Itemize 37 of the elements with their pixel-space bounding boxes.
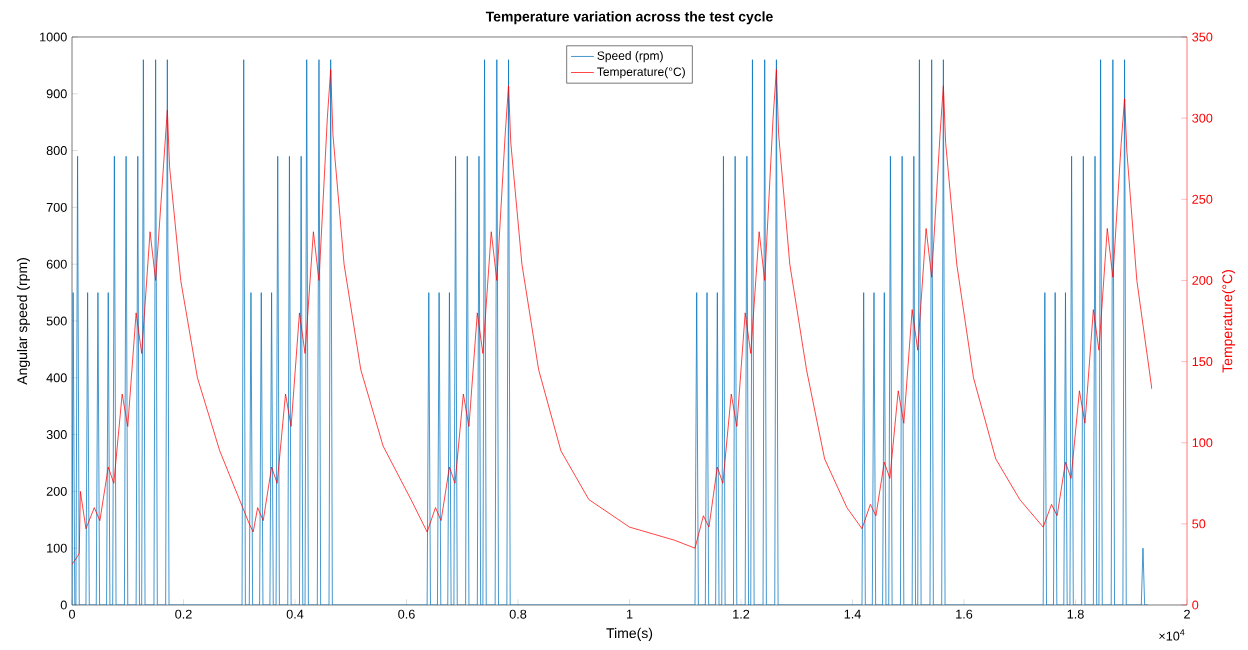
x-tick-label: 0.6	[398, 609, 415, 619]
y-tick-label: 400	[46, 373, 67, 383]
x-tick-label: 1.2	[733, 609, 750, 619]
x-tick-label: 2	[1184, 609, 1190, 619]
x-tick-label: 0.4	[286, 609, 304, 619]
y-tick-label: 800	[46, 146, 67, 156]
x-tick-label: 1.6	[956, 609, 973, 619]
text: ×10$^{4}$	[1159, 629, 1185, 641]
y2-tick-label: 50	[1192, 519, 1206, 529]
y-tick-label: 600	[46, 259, 67, 269]
x-tick-label: 0.2	[175, 609, 192, 619]
y2-tick-label: 250	[1192, 194, 1213, 204]
y2-tick-label: 150	[1192, 357, 1213, 367]
y2-tick-label: 300	[1192, 113, 1213, 123]
chart-title: Temperature variation across the test cycle	[485, 11, 773, 25]
x-tick-label: 0	[68, 609, 76, 619]
x-tick-label: 1.8	[1067, 609, 1084, 619]
y-tick-label: 200	[46, 486, 67, 496]
x-tick-label: 1	[626, 609, 633, 619]
y-tick-label: 0	[60, 600, 67, 610]
y2-tick-label: 100	[1192, 438, 1213, 448]
x-tick-label: 1.4	[844, 609, 861, 619]
y-axis-title: Angular speed (rpm)	[16, 258, 30, 385]
y-tick-label: 100	[47, 543, 67, 553]
legend-label: Temperature(°C)	[597, 67, 685, 79]
y-tick-label: 1000	[40, 32, 67, 42]
y2-tick-label: 200	[1192, 275, 1213, 285]
y-tick-label: 900	[46, 89, 67, 99]
y-tick-label: 300	[46, 430, 67, 440]
y-tick-label: 500	[46, 316, 67, 326]
x-tick-label: 0.8	[509, 609, 527, 619]
y-tick-label: 700	[46, 202, 67, 212]
y2-tick-label: 0	[1192, 600, 1199, 610]
y2-tick-label: 350	[1192, 32, 1213, 42]
legend-label: Speed (rpm)	[597, 51, 663, 63]
y2-axis-title: Temperature(°C)	[1222, 270, 1236, 373]
x-axis-title: Time(s)	[606, 627, 653, 641]
